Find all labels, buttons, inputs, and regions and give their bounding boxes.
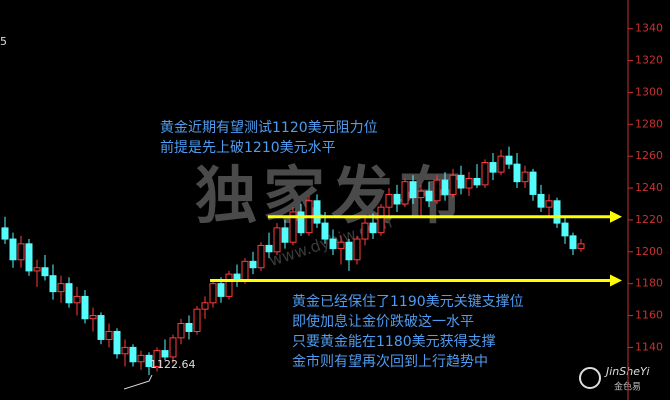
candle-body bbox=[569, 235, 577, 250]
candle-body bbox=[257, 244, 265, 269]
y-tick-label: 1280 bbox=[635, 117, 663, 130]
candle-body bbox=[169, 337, 177, 358]
candle-body bbox=[201, 302, 209, 310]
logo-text: JinSheYi bbox=[604, 365, 650, 378]
y-tick-label: 1140 bbox=[635, 340, 663, 353]
candle-body bbox=[529, 171, 537, 195]
candle-body bbox=[73, 295, 81, 304]
candle-body bbox=[129, 346, 137, 363]
candle-body bbox=[25, 243, 33, 272]
candle-body bbox=[457, 174, 465, 189]
candle-body bbox=[137, 354, 145, 363]
candle-body bbox=[113, 330, 121, 355]
candle-body bbox=[121, 346, 129, 355]
candle-body bbox=[441, 179, 449, 195]
candle-body bbox=[225, 273, 233, 297]
candle-body bbox=[537, 193, 545, 208]
candle-body bbox=[481, 162, 489, 186]
candle-body bbox=[521, 171, 529, 183]
candle-body bbox=[17, 243, 25, 261]
candle-body bbox=[393, 193, 401, 205]
y-tick-label: 1160 bbox=[635, 309, 663, 322]
y-tick-label: 1240 bbox=[635, 181, 663, 194]
candle-body bbox=[385, 193, 393, 208]
arrow-head bbox=[610, 210, 622, 223]
candle-body bbox=[353, 238, 361, 261]
watermark: 独家发布 bbox=[195, 159, 467, 232]
candle-body bbox=[425, 190, 433, 202]
y-tick-label: 1200 bbox=[635, 245, 663, 258]
annotation: 黄金近期有望测试1120美元阻力位 bbox=[160, 119, 378, 136]
annotation: 金市则有望再次回到上行趋势中 bbox=[292, 353, 488, 370]
candle-body bbox=[177, 323, 185, 339]
candle-body bbox=[81, 295, 89, 320]
candle-body bbox=[545, 200, 553, 208]
y-tick-label: 1300 bbox=[635, 85, 663, 98]
candle-body bbox=[417, 190, 425, 199]
candle-body bbox=[265, 244, 273, 253]
candle-body bbox=[249, 260, 257, 269]
candle-body bbox=[193, 308, 201, 332]
candle-body bbox=[185, 323, 193, 332]
candle-body bbox=[561, 222, 569, 237]
candle-body bbox=[281, 227, 289, 243]
y-tick-label: 1180 bbox=[635, 277, 663, 290]
annotation: 只要黄金能在1180美元获得支撑 bbox=[292, 333, 496, 350]
y-tick-label: 1260 bbox=[635, 149, 663, 162]
corner-label: 5 bbox=[0, 35, 7, 48]
candle-body bbox=[401, 181, 409, 205]
candle-body bbox=[409, 181, 417, 199]
arrow-head bbox=[610, 274, 622, 287]
candle-body bbox=[1, 227, 9, 240]
annotation: 即使加息让金价跌破这一水平 bbox=[292, 313, 474, 330]
candle-body bbox=[153, 350, 161, 368]
candle-body bbox=[57, 283, 65, 293]
annotation: 前提是先上破1210美元水平 bbox=[160, 139, 336, 156]
logo-icon bbox=[579, 367, 601, 389]
candle-body bbox=[161, 350, 169, 358]
candle-body bbox=[105, 330, 113, 340]
candle-body bbox=[217, 283, 225, 297]
candle-body bbox=[321, 222, 329, 240]
candle-body bbox=[473, 177, 481, 186]
candle-body bbox=[97, 315, 105, 340]
candle-body bbox=[489, 162, 497, 173]
candle-body bbox=[41, 267, 49, 277]
candle-body bbox=[289, 211, 297, 243]
candle-body bbox=[49, 275, 57, 293]
candle-body bbox=[377, 206, 385, 234]
y-tick-label: 1320 bbox=[635, 54, 663, 67]
candle-body bbox=[209, 283, 217, 304]
candle-body bbox=[33, 267, 41, 272]
candle-body bbox=[361, 222, 369, 240]
candle-body bbox=[145, 354, 153, 368]
annotation: 黄金已经保住了1190美元关键支撑位 bbox=[292, 293, 524, 310]
candle-body bbox=[65, 283, 73, 304]
low-label: 1122.64 bbox=[150, 358, 196, 371]
candle-body bbox=[329, 238, 337, 250]
y-tick-label: 1340 bbox=[635, 22, 663, 35]
candle-body bbox=[513, 163, 521, 183]
candle-body bbox=[9, 238, 17, 261]
candle-body bbox=[337, 241, 345, 250]
candle-body bbox=[465, 177, 473, 189]
candle-body bbox=[297, 211, 305, 234]
candle-body bbox=[433, 179, 441, 202]
candle-body bbox=[505, 155, 513, 165]
candle-body bbox=[369, 222, 377, 234]
candle-body bbox=[449, 174, 457, 195]
candle-body bbox=[313, 200, 321, 224]
low-pointer bbox=[123, 374, 153, 390]
candle-body bbox=[497, 155, 505, 173]
candle-body bbox=[241, 260, 249, 281]
candle-body bbox=[273, 227, 281, 253]
candle-body bbox=[553, 200, 561, 224]
y-tick-label: 1220 bbox=[635, 213, 663, 226]
candle-body bbox=[89, 315, 97, 320]
candle-body bbox=[345, 241, 353, 261]
candle-body bbox=[577, 243, 585, 250]
